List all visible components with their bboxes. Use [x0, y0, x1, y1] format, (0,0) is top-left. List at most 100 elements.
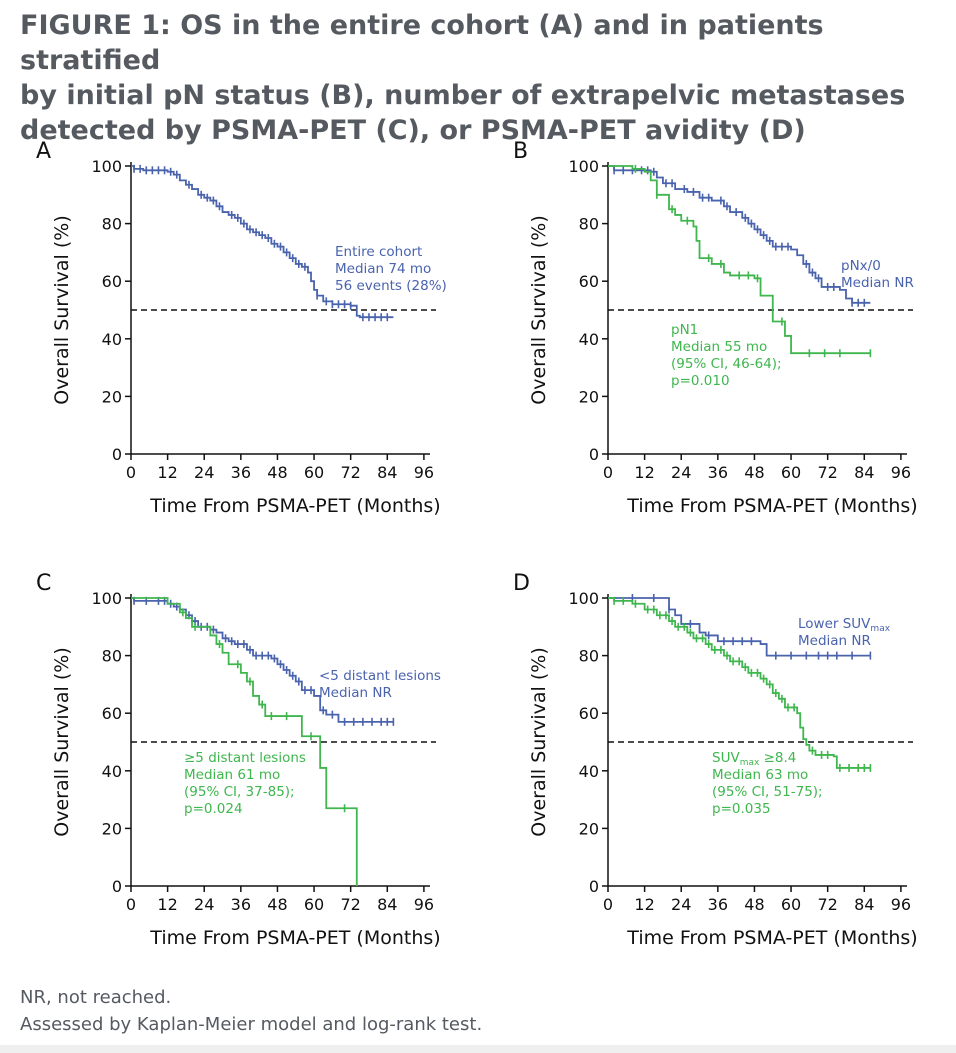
panel-a: A 0 20 40 60 80 100 0 12 24 36 48 60 72 84 96 Time From …	[10, 130, 480, 550]
y-tick-label: 40	[102, 330, 122, 349]
annotation-line: p=0.035	[712, 801, 771, 817]
annotation-line: ≥5 distant lesions	[184, 750, 306, 766]
x-tick-label: 48	[267, 895, 287, 914]
x-tick-label: 96	[414, 463, 434, 482]
survival-curve	[608, 165, 871, 355]
panel-letter: C	[36, 571, 51, 596]
x-tick-label: 72	[340, 895, 360, 914]
annotation-line: pN1	[671, 322, 698, 338]
y-tick-label: 80	[102, 215, 122, 234]
annotation-line: Median 55 mo	[671, 339, 767, 355]
figure-title-line: by initial pN status (B), number of extr…	[20, 80, 906, 111]
panel-d: D 0 20 40 60 80 100 0 12 24 36 48 60 72 84 96 Time From …	[487, 562, 956, 982]
annotation-line: Median NR	[841, 275, 914, 291]
x-tick-label: 36	[231, 895, 251, 914]
x-tick-label: 96	[414, 895, 434, 914]
panel-letter: A	[36, 139, 51, 164]
y-tick-label: 100	[91, 589, 122, 608]
y-tick-label: 100	[91, 157, 122, 176]
annotation-line: pNx/0	[841, 258, 881, 274]
x-tick-label: 48	[267, 463, 287, 482]
y-tick-label: 40	[579, 330, 599, 349]
annotation-line: p=0.010	[671, 373, 730, 389]
x-tick-label: 72	[817, 895, 837, 914]
y-tick-label: 40	[102, 762, 122, 781]
x-axis-label: Time From PSMA-PET (Months)	[626, 495, 917, 517]
x-tick-label: 24	[194, 463, 214, 482]
annotation-line: Lower SUVmax	[798, 616, 891, 634]
x-tick-label: 96	[891, 463, 911, 482]
panel-letter: D	[513, 571, 530, 596]
annotation-line: SUVmax ≥8.4	[712, 750, 796, 768]
survival-curve	[131, 165, 394, 319]
survival-curve	[608, 597, 871, 769]
annotation-line: Median NR	[319, 685, 392, 701]
km-chart-svg: D 0 20 40 60 80 100 0 12 24 36 48 60 72 84 96 Time From …	[513, 571, 918, 949]
x-tick-label: 0	[126, 895, 136, 914]
x-tick-label: 60	[304, 895, 324, 914]
y-tick-label: 60	[102, 272, 122, 291]
panel-b: B 0 20 40 60 80 100 0 12 24 36 48 60 72 84 96 Time From …	[487, 130, 956, 550]
x-tick-label: 0	[603, 463, 613, 482]
x-tick-label: 0	[126, 463, 136, 482]
annotation-line: (95% CI, 46-64);	[671, 356, 782, 372]
y-tick-label: 0	[112, 877, 122, 896]
x-tick-label: 0	[603, 895, 613, 914]
annotation-line: Median 63 mo	[712, 767, 808, 783]
x-tick-label: 12	[634, 463, 654, 482]
x-tick-label: 96	[891, 895, 911, 914]
y-tick-label: 20	[102, 387, 122, 406]
figure-title: FIGURE 1: OS in the entire cohort (A) an…	[20, 8, 950, 148]
figure-footnotes: NR, not reached. Assessed by Kaplan-Meie…	[20, 984, 482, 1038]
annotation-line: Median NR	[798, 633, 871, 649]
km-chart-svg: C 0 20 40 60 80 100 0 12 24 36 48 60 72 84 96 Time From …	[36, 571, 441, 949]
panel-c: C 0 20 40 60 80 100 0 12 24 36 48 60 72 84 96 Time From …	[10, 562, 480, 982]
x-tick-label: 84	[377, 895, 397, 914]
x-axis-label: Time From PSMA-PET (Months)	[149, 927, 440, 949]
annotation-line: Entire cohort	[335, 244, 422, 260]
x-tick-label: 60	[781, 895, 801, 914]
y-tick-label: 80	[579, 215, 599, 234]
panel-letter: B	[513, 139, 528, 164]
x-tick-label: 24	[194, 895, 214, 914]
x-tick-label: 72	[817, 463, 837, 482]
y-tick-label: 40	[579, 762, 599, 781]
annotation-line: (95% CI, 37-85);	[184, 784, 295, 800]
y-axis-label: Overall Survival (%)	[528, 647, 550, 836]
survival-curve	[608, 597, 871, 657]
x-tick-label: 84	[854, 463, 874, 482]
figure-title-line: FIGURE 1: OS in the entire cohort (A) an…	[20, 10, 824, 76]
annotation-line: Median 61 mo	[184, 767, 280, 783]
footnote-line: Assessed by Kaplan-Meier model and log-r…	[20, 1014, 483, 1035]
y-tick-label: 100	[568, 589, 599, 608]
annotation-line: Median 74 mo	[335, 261, 431, 277]
y-tick-label: 20	[102, 819, 122, 838]
x-tick-label: 72	[340, 463, 360, 482]
y-tick-label: 0	[112, 445, 122, 464]
y-tick-label: 20	[579, 819, 599, 838]
x-axis-label: Time From PSMA-PET (Months)	[626, 927, 917, 949]
x-tick-label: 60	[781, 463, 801, 482]
x-tick-label: 84	[377, 463, 397, 482]
survival-curve	[131, 597, 358, 886]
x-tick-label: 48	[744, 463, 764, 482]
x-tick-label: 60	[304, 463, 324, 482]
y-axis-label: Overall Survival (%)	[51, 647, 73, 836]
x-tick-label: 84	[854, 895, 874, 914]
annotation-line: 56 events (28%)	[335, 278, 447, 294]
survival-curve	[131, 597, 394, 723]
x-tick-label: 24	[671, 463, 691, 482]
km-chart-svg: B 0 20 40 60 80 100 0 12 24 36 48 60 72 84 96 Time From …	[513, 139, 918, 517]
y-tick-label: 60	[579, 704, 599, 723]
x-tick-label: 36	[708, 463, 728, 482]
y-tick-label: 100	[568, 157, 599, 176]
x-tick-label: 12	[634, 895, 654, 914]
y-tick-label: 80	[102, 647, 122, 666]
footnote-line: NR, not reached.	[20, 987, 172, 1008]
x-tick-label: 48	[744, 895, 764, 914]
bottom-divider	[0, 1045, 956, 1053]
y-tick-label: 20	[579, 387, 599, 406]
x-tick-label: 12	[157, 895, 177, 914]
y-axis-label: Overall Survival (%)	[528, 215, 550, 404]
figure-title-line: detected by PSMA-PET (C), or PSMA-PET av…	[20, 115, 806, 146]
